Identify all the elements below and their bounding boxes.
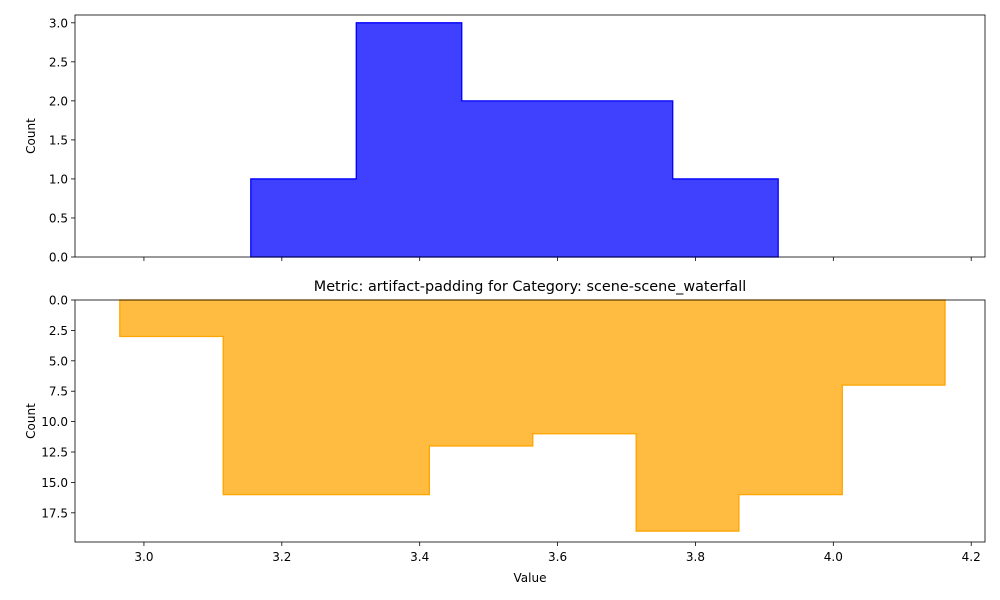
y-axis-label: Count bbox=[24, 403, 38, 439]
histogram-bin bbox=[567, 101, 672, 257]
x-tick-label: 4.2 bbox=[962, 550, 981, 564]
bottom-histogram-plot: 0.0 2.5 5.0 7.5 10.0 12.5 15.0 17.5 3.0 3.2 3.4 3.6… bbox=[24, 279, 986, 585]
y-tick-label: 1.5 bbox=[49, 133, 68, 147]
histogram-bin bbox=[739, 300, 842, 495]
histogram-bin bbox=[533, 300, 636, 434]
x-tick-label: 3.2 bbox=[272, 550, 291, 564]
histogram-bin bbox=[462, 101, 567, 257]
y-tick-label: 0.0 bbox=[49, 251, 68, 265]
y-tick-label: 10.0 bbox=[41, 415, 68, 429]
y-tick-label: 5.0 bbox=[49, 354, 68, 368]
y-axis-label: Count bbox=[24, 118, 38, 154]
y-tick-label: 7.5 bbox=[49, 385, 68, 399]
y-tick-label: 0.0 bbox=[49, 294, 68, 308]
histogram-bin bbox=[842, 300, 945, 385]
x-tick-label: 3.6 bbox=[548, 550, 567, 564]
y-tick-label: 0.5 bbox=[49, 211, 68, 225]
y-tick-label: 3.0 bbox=[49, 16, 68, 30]
y-tick-label: 17.5 bbox=[41, 506, 68, 520]
chart-title: Metric: artifact-padding for Category: s… bbox=[314, 279, 746, 295]
axes-frame bbox=[74, 299, 986, 543]
histogram-step-area bbox=[250, 22, 779, 258]
y-tick-label: 1.0 bbox=[49, 172, 68, 186]
x-tick-label: 3.0 bbox=[134, 550, 153, 564]
y-tick-label: 15.0 bbox=[41, 476, 68, 490]
histogram-bin bbox=[356, 23, 461, 257]
histogram-bin bbox=[673, 179, 778, 257]
axes-frame bbox=[74, 14, 986, 258]
y-tick-label: 12.5 bbox=[41, 446, 68, 460]
x-axis-label: Value bbox=[514, 571, 547, 585]
histogram-bin bbox=[429, 300, 532, 446]
histogram-bin bbox=[327, 300, 430, 495]
histogram-bin bbox=[120, 300, 223, 336]
y-tick-label: 2.5 bbox=[49, 324, 68, 338]
y-tick-label: 2.5 bbox=[49, 55, 68, 69]
x-tick-label: 4.0 bbox=[824, 550, 843, 564]
histogram-bin bbox=[636, 300, 739, 531]
x-tick-label: 3.4 bbox=[410, 550, 429, 564]
top-histogram-plot: 0.0 0.5 1.0 1.5 2.0 2.5 3.0 Count bbox=[24, 14, 986, 265]
x-tick-label: 3.8 bbox=[686, 550, 705, 564]
y-tick-label: 2.0 bbox=[49, 94, 68, 108]
histogram-bin bbox=[223, 300, 326, 495]
histogram-bin bbox=[251, 179, 356, 257]
histogram-step-area bbox=[119, 299, 946, 532]
